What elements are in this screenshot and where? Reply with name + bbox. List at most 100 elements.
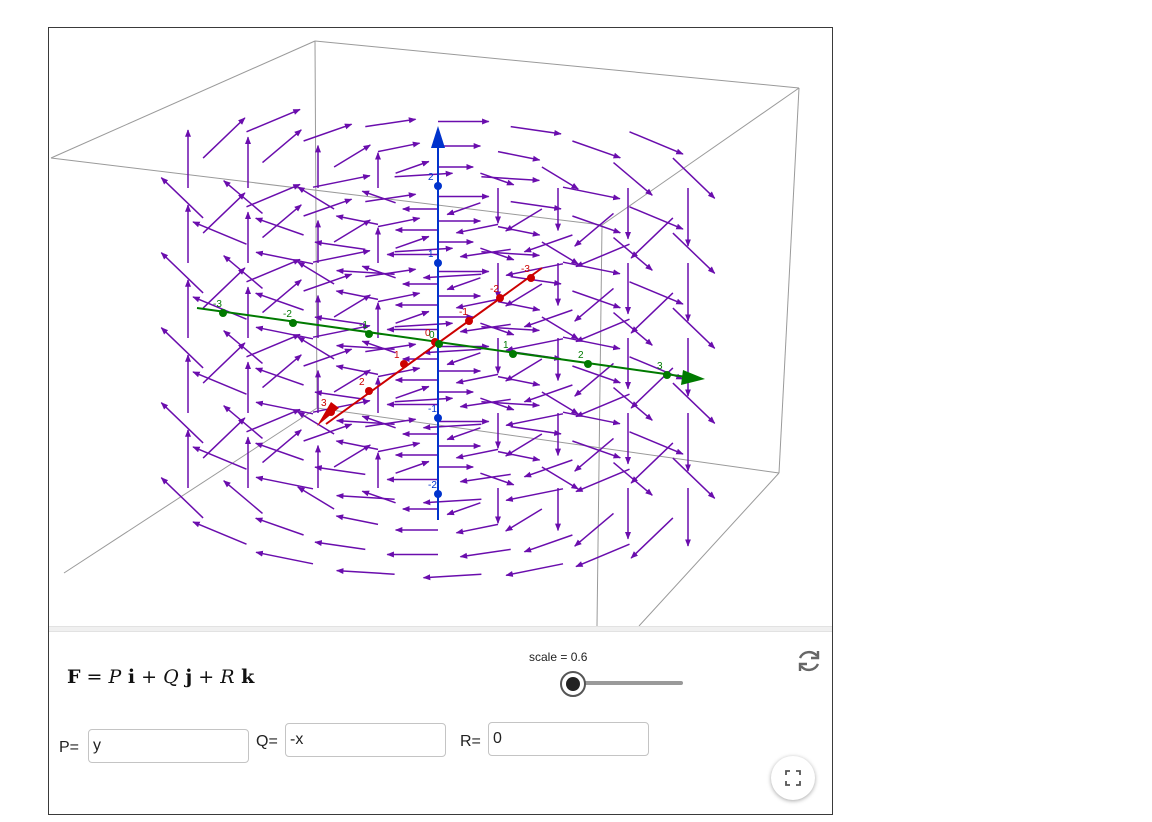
scale-slider-handle[interactable] bbox=[560, 671, 586, 697]
r-input[interactable] bbox=[488, 722, 649, 756]
p-input[interactable] bbox=[88, 729, 249, 763]
q-field-label: Q= bbox=[256, 733, 278, 750]
field-vector-arrow bbox=[630, 517, 674, 559]
field-vector-arrow bbox=[395, 235, 430, 249]
field-vector-arrow bbox=[672, 457, 716, 499]
field-vector-arrow bbox=[335, 289, 379, 301]
field-vector-arrow bbox=[361, 415, 396, 429]
field-vector-arrow bbox=[422, 498, 482, 506]
field-vector-arrow bbox=[246, 408, 301, 433]
field-vector-arrow bbox=[254, 517, 304, 536]
field-vector-arrow bbox=[459, 473, 511, 484]
field-vector-arrow bbox=[497, 150, 541, 162]
axis-tick-label: -2 bbox=[490, 284, 499, 295]
field-vector-arrow bbox=[629, 206, 684, 230]
field-vector-arrow bbox=[365, 417, 417, 428]
field-vector-arrow bbox=[613, 162, 653, 196]
field-vector-arrow bbox=[505, 358, 543, 382]
field-vector-arrow bbox=[192, 371, 247, 395]
field-vector-arrow bbox=[446, 277, 481, 291]
field-vector-arrow bbox=[505, 338, 564, 352]
axis-tick-label: 3 bbox=[321, 398, 327, 409]
field-vector-arrow bbox=[262, 129, 302, 164]
field-vector-arrow bbox=[262, 279, 302, 314]
field-vector-arrow bbox=[333, 369, 371, 393]
field-vector-arrow bbox=[365, 117, 417, 128]
axis-tick-label: -1 bbox=[459, 307, 468, 318]
field-vector-arrow bbox=[455, 223, 499, 235]
field-vector-arrow bbox=[395, 460, 430, 474]
field-vector-arrow bbox=[377, 141, 421, 153]
field-vector-arrow bbox=[192, 521, 247, 545]
axis-tick-dot bbox=[584, 360, 592, 368]
field-vector-arrow bbox=[202, 417, 246, 459]
scale-slider-track[interactable] bbox=[571, 681, 683, 685]
field-vector-arrow bbox=[480, 322, 515, 336]
field-vector-arrow bbox=[505, 263, 564, 277]
field-vector-arrow bbox=[335, 364, 379, 376]
axis-tick-dot bbox=[465, 317, 473, 325]
field-vector-arrow bbox=[505, 488, 564, 502]
field-vector-arrow bbox=[314, 390, 366, 401]
field-vector-arrow bbox=[246, 258, 301, 283]
axis-tick-dot bbox=[434, 490, 442, 498]
q-input[interactable] bbox=[285, 723, 446, 757]
axis-tick-dot bbox=[289, 319, 297, 327]
field-vector-arrow bbox=[575, 393, 630, 418]
field-vector-arrow bbox=[541, 391, 579, 415]
field-vector-arrow bbox=[672, 157, 716, 199]
field-vector-arrow bbox=[455, 298, 499, 310]
field-vector-arrow bbox=[497, 450, 541, 462]
field-vector-arrow bbox=[481, 326, 541, 333]
formula-j: j bbox=[178, 666, 193, 688]
field-vector-arrow bbox=[562, 336, 621, 351]
p-field-label: P= bbox=[59, 739, 80, 756]
field-vector-arrow bbox=[361, 190, 396, 204]
field-vector-arrow bbox=[297, 336, 335, 360]
scale-slider-label: scale = 0.6 bbox=[529, 650, 588, 664]
field-vector-arrow bbox=[562, 411, 621, 426]
formula-plus-2: + bbox=[192, 666, 221, 688]
graphics-3d-view[interactable]: 3 2 1 0 -1 -2 -3 -3 -2 -1 0 1 2 3 2 1 -1 -2 bbox=[49, 28, 832, 626]
field-vector-arrow bbox=[303, 123, 353, 142]
field-vector-arrow bbox=[562, 186, 621, 201]
axis-tick-label: -1 bbox=[359, 320, 368, 331]
field-vector-arrow bbox=[297, 186, 335, 210]
field-vector-arrow bbox=[523, 534, 573, 553]
field-vector-arrow bbox=[297, 261, 335, 285]
field-vector-arrow bbox=[572, 365, 622, 384]
field-vector-arrow bbox=[333, 444, 371, 468]
field-vector-arrow bbox=[629, 131, 684, 155]
axis-tick-label: -3 bbox=[213, 299, 222, 310]
formula-i: i bbox=[121, 666, 136, 688]
field-vector-arrow bbox=[510, 275, 562, 286]
field-vector-arrow bbox=[480, 472, 515, 486]
axis-ticks: 3 2 1 0 -1 -2 -3 -3 -2 -1 0 1 2 3 2 1 -1 -2 bbox=[213, 172, 671, 498]
field-vector-arrow bbox=[192, 296, 247, 320]
field-vector-arrow bbox=[394, 170, 454, 178]
field-vector-arrow bbox=[541, 316, 579, 340]
field-vector-arrow bbox=[312, 249, 371, 263]
field-vector-arrow bbox=[395, 385, 430, 399]
axis-tick-label: 0 bbox=[425, 328, 431, 339]
field-vector-arrow bbox=[192, 446, 247, 470]
field-vector-arrow bbox=[613, 312, 653, 346]
field-vector-arrow bbox=[254, 442, 304, 461]
field-vector-arrow bbox=[303, 348, 353, 367]
formula-p: P bbox=[108, 666, 122, 688]
field-vector-arrow bbox=[246, 108, 301, 133]
r-field-label: R= bbox=[460, 733, 481, 750]
field-vector-arrow bbox=[246, 333, 301, 358]
field-vector-arrow bbox=[510, 425, 562, 436]
fullscreen-button[interactable] bbox=[771, 756, 815, 800]
field-vector-arrow bbox=[202, 342, 246, 384]
refresh-icon[interactable] bbox=[793, 645, 825, 677]
field-vector-arrow bbox=[575, 243, 630, 268]
field-vector-arrow bbox=[505, 413, 564, 427]
field-vector-arrow bbox=[481, 176, 541, 183]
field-vector-arrow bbox=[312, 174, 371, 188]
field-vector-arrow bbox=[574, 437, 614, 472]
field-vector-arrow bbox=[672, 232, 716, 274]
field-vector-arrow bbox=[572, 290, 622, 309]
field-vector-arrow bbox=[480, 172, 515, 186]
